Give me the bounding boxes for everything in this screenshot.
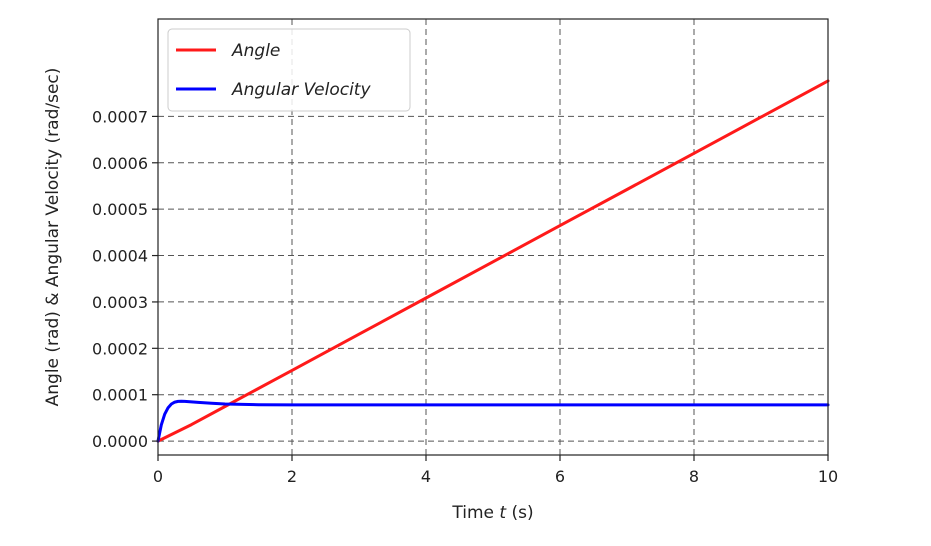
x-axis-label: Time t (s) [451,503,533,523]
plot-area [156,79,830,443]
y-tick-label: 0.0000 [92,432,148,451]
grid [158,19,828,455]
y-tick-label: 0.0001 [92,386,148,405]
legend-box [167,28,411,112]
x-tick-label: 4 [421,467,431,486]
legend-label-angular-velocity: Angular Velocity [231,80,371,100]
axes-frame [157,18,829,456]
legend-label-angle: Angle [231,41,280,61]
y-tick-label: 0.0005 [92,200,148,219]
y-tick-label: 0.0007 [92,107,148,126]
x-tick-label: 2 [287,467,297,486]
x-axis: 0 2 4 6 8 10 [153,455,838,486]
x-tick-label: 0 [153,467,163,486]
legend: Angle Angular Velocity [167,28,411,112]
y-tick-label: 0.0004 [92,247,148,266]
y-tick-label: 0.0006 [92,154,148,173]
series-line-angle [156,79,830,443]
y-tick-label: 0.0003 [92,293,148,312]
x-tick-label: 8 [689,467,699,486]
y-axis: 0.0000 0.0001 0.0002 0.0003 0.0004 0.0005 0.00… [92,107,158,451]
y-tick-label: 0.0002 [92,339,148,358]
series-line-angular-velocity [156,399,830,443]
y-axis-label: Angle (rad) & Angular Velocity (rad/sec) [43,68,63,407]
x-tick-label: 10 [818,467,838,486]
x-tick-label: 6 [555,467,565,486]
